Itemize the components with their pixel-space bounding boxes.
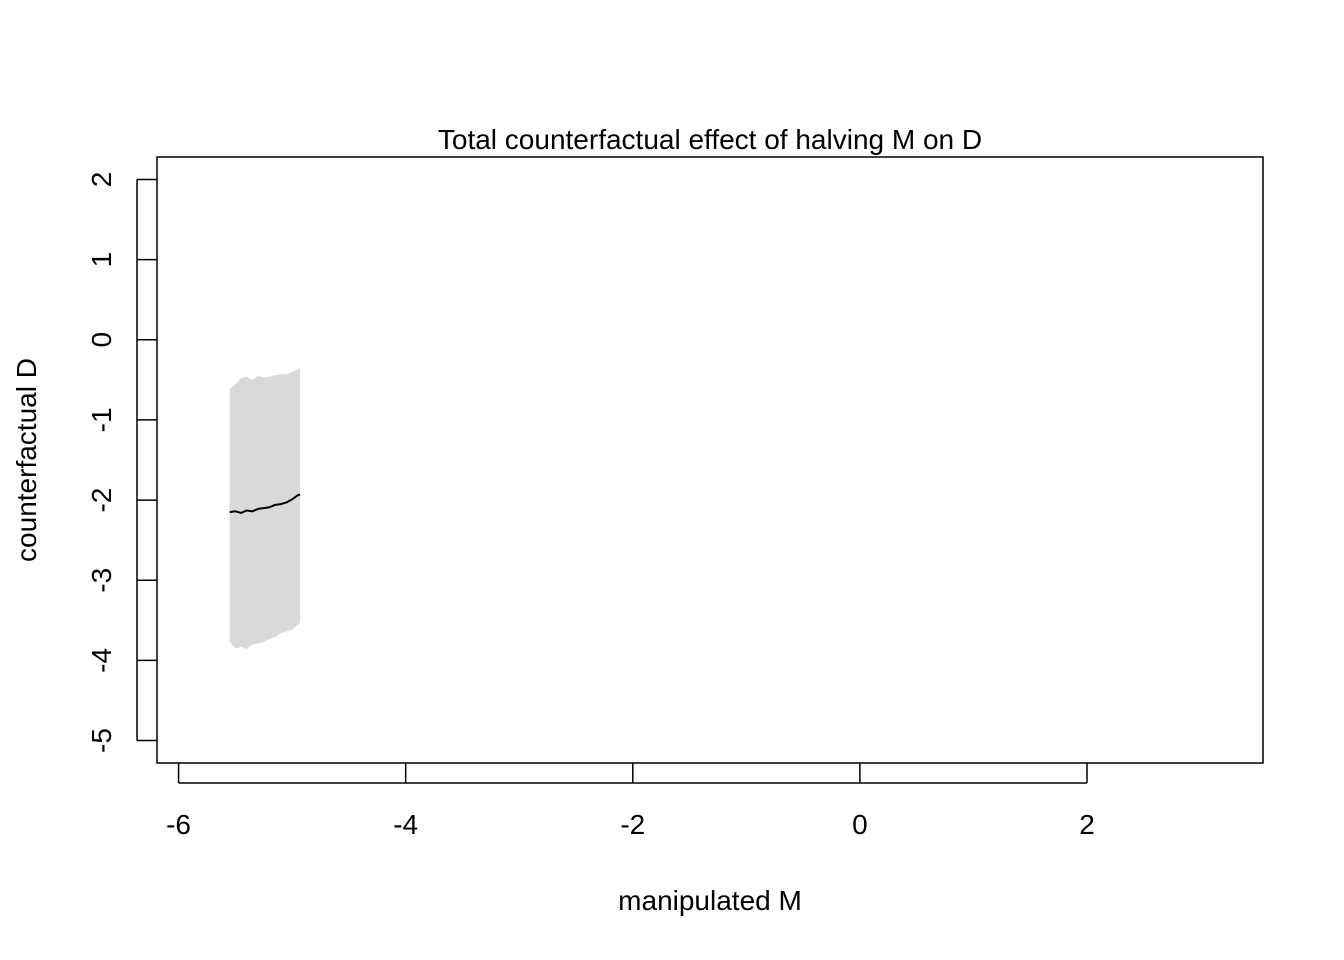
y-tick-label: 0 [86,332,117,348]
y-axis-title: counterfactual D [11,358,42,562]
y-tick-label: -1 [86,407,117,432]
x-tick-label: 0 [852,809,868,840]
y-tick-label: -4 [86,648,117,673]
chart-title: Total counterfactual effect of halving M… [438,124,982,155]
y-tick-label: 1 [86,252,117,268]
plot-area [229,368,301,650]
y-axis: -5 -4 -3 -2 -1 0 1 2 [86,172,157,753]
x-tick-label: 2 [1079,809,1095,840]
y-tick-label: -5 [86,728,117,753]
y-tick-label: -3 [86,568,117,593]
y-tick-label: 2 [86,172,117,188]
x-axis-title: manipulated M [618,885,802,916]
plot-frame [156,156,1264,764]
series-line-mean [229,493,301,514]
x-axis: -6 -4 -2 0 2 [166,763,1095,840]
x-tick-label: -2 [620,809,645,840]
y-tick-label: -2 [86,488,117,513]
x-tick-label: -6 [166,809,191,840]
x-tick-label: -4 [393,809,418,840]
